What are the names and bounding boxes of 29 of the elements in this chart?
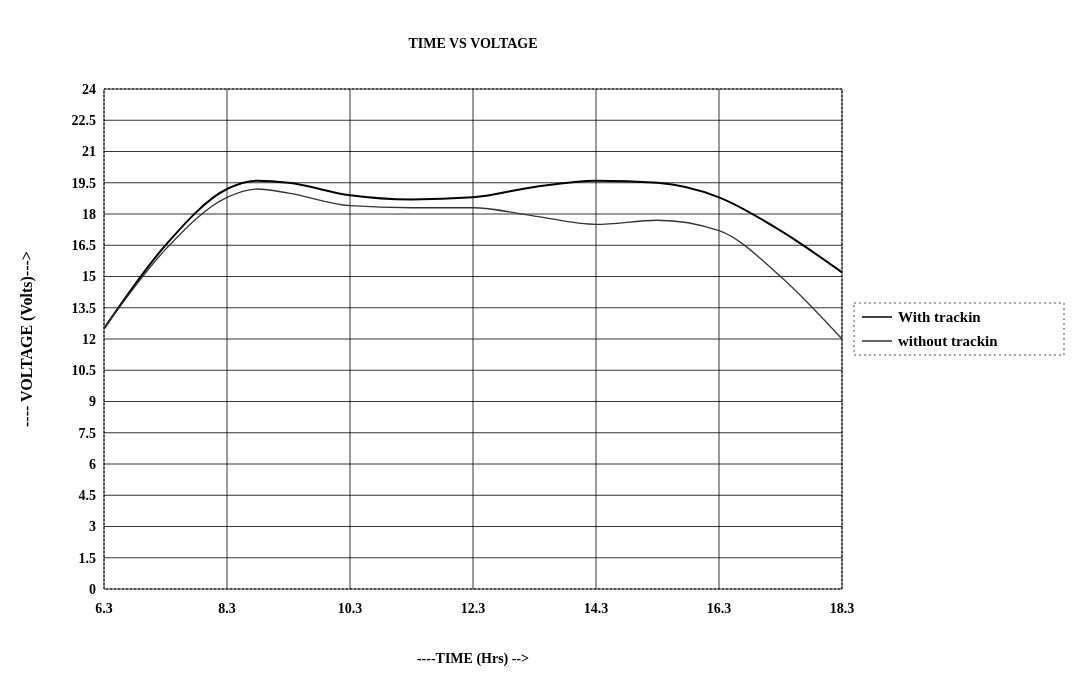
y-tick-label: 13.5 bbox=[71, 300, 96, 316]
x-tick-label: 8.3 bbox=[218, 601, 236, 616]
x-tick-label: 10.3 bbox=[337, 601, 363, 616]
y-tick-label: 22.5 bbox=[71, 113, 96, 129]
y-tick-label: 9 bbox=[89, 394, 96, 410]
x-axis-title: ----TIME (Hrs) --> bbox=[416, 651, 530, 667]
y-tick-label: 1.5 bbox=[78, 550, 96, 566]
y-tick-label: 16.5 bbox=[71, 238, 96, 254]
y-tick-label: 24 bbox=[82, 81, 96, 97]
y-tick-label: 12 bbox=[82, 331, 96, 347]
x-tick-label: 16.3 bbox=[706, 601, 732, 616]
legend-label: without trackin bbox=[898, 333, 999, 350]
y-tick-label: 4.5 bbox=[78, 488, 96, 504]
x-tick-label: 18.3 bbox=[829, 601, 855, 616]
x-tick-label: 12.3 bbox=[460, 601, 486, 616]
y-tick-label: 0 bbox=[89, 581, 96, 597]
y-tick-label: 18 bbox=[82, 206, 96, 222]
y-tick-label: 19.5 bbox=[71, 175, 96, 191]
x-tick-label: 14.3 bbox=[583, 601, 609, 616]
y-tick-label: 6 bbox=[89, 456, 96, 472]
y-tick-label: 10.5 bbox=[71, 363, 96, 379]
y-tick-label: 7.5 bbox=[78, 425, 96, 441]
legend-label: With trackin bbox=[898, 309, 982, 326]
chart-title: TIME VS VOLTAGE bbox=[408, 36, 538, 51]
x-tick-label: 6.3 bbox=[95, 601, 113, 616]
y-axis-title: ---- VOLTAGE (Volts)---> bbox=[18, 251, 36, 427]
y-tick-label: 21 bbox=[82, 144, 96, 160]
y-tick-label: 3 bbox=[89, 519, 96, 535]
y-tick-label: 15 bbox=[82, 269, 96, 285]
